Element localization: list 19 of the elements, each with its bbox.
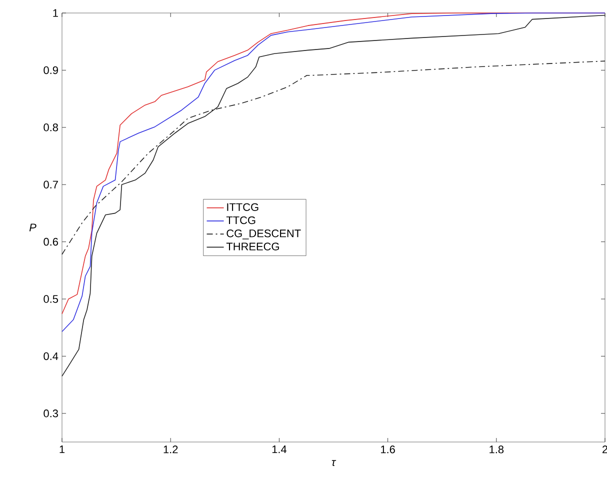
y-tick-label: 0.4 [44,352,58,360]
y-tick-label: 0.9 [44,66,58,74]
x-tick-label: 1.4 [272,446,286,454]
legend-label: ITTCG [227,203,258,211]
y-tick-label: 0.5 [44,295,58,303]
y-tick-label: 1 [53,9,58,17]
y-tick-label: 0.8 [44,124,58,132]
x-axis-title: τ [332,460,336,466]
legend-label: CG_DESCENT [226,230,301,240]
y-tick-label: 0.7 [44,180,58,188]
y-tick-label: 0.6 [44,238,58,246]
y-tick-label: 0.3 [44,410,58,418]
legend-label: THREECG [226,242,279,250]
y-axis-title: P [29,224,36,232]
x-tick-label: 1.2 [164,446,178,454]
x-tick-label: 1 [60,446,65,454]
x-tick-label: 1.8 [490,446,504,454]
x-tick-label: 1.6 [381,446,395,454]
legend-label: TTCG [226,216,256,224]
